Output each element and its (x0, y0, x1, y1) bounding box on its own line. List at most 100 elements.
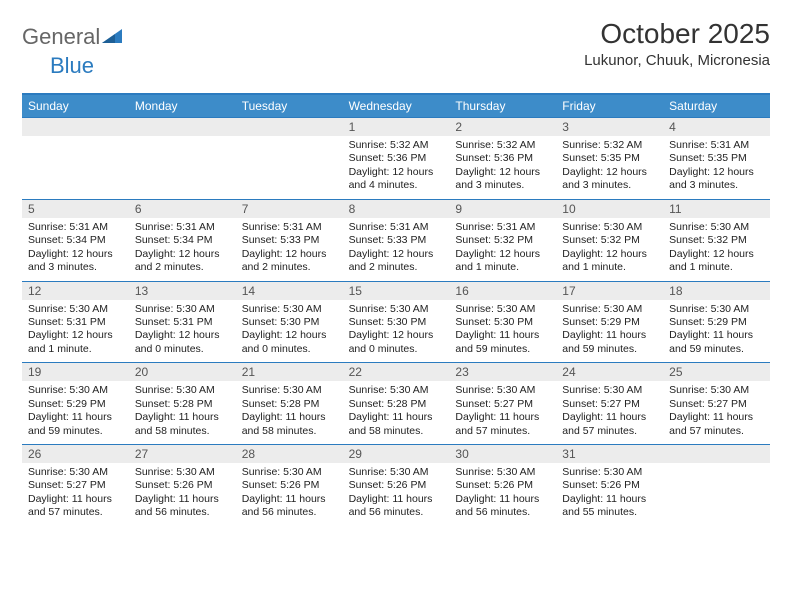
day-data: Sunrise: 5:31 AMSunset: 5:32 PMDaylight:… (449, 218, 556, 281)
sunrise: Sunrise: 5:32 AM (349, 139, 444, 152)
dow-fri: Friday (556, 95, 663, 117)
day-number: 23 (449, 363, 556, 381)
sunrise: Sunrise: 5:30 AM (28, 303, 123, 316)
sunset: Sunset: 5:26 PM (242, 479, 337, 492)
day-number: 24 (556, 363, 663, 381)
sunset: Sunset: 5:33 PM (242, 234, 337, 247)
day-cell: 12Sunrise: 5:30 AMSunset: 5:31 PMDayligh… (22, 282, 129, 363)
day-cell: 20Sunrise: 5:30 AMSunset: 5:28 PMDayligh… (129, 363, 236, 444)
sunset: Sunset: 5:28 PM (135, 398, 230, 411)
daylight: Daylight: 12 hours and 1 minute. (28, 329, 123, 356)
sunset: Sunset: 5:31 PM (135, 316, 230, 329)
day-cell (22, 118, 129, 199)
day-cell: 11Sunrise: 5:30 AMSunset: 5:32 PMDayligh… (663, 200, 770, 281)
day-data: Sunrise: 5:32 AMSunset: 5:35 PMDaylight:… (556, 136, 663, 199)
day-data: Sunrise: 5:30 AMSunset: 5:29 PMDaylight:… (22, 381, 129, 444)
day-number: 25 (663, 363, 770, 381)
day-data: Sunrise: 5:30 AMSunset: 5:26 PMDaylight:… (343, 463, 450, 526)
logo-text-2: Blue (22, 53, 94, 79)
sunset: Sunset: 5:30 PM (455, 316, 550, 329)
sunrise: Sunrise: 5:30 AM (242, 384, 337, 397)
day-number: 13 (129, 282, 236, 300)
sunset: Sunset: 5:26 PM (562, 479, 657, 492)
day-data (22, 136, 129, 194)
day-number: 1 (343, 118, 450, 136)
day-cell (129, 118, 236, 199)
day-number: 7 (236, 200, 343, 218)
sunrise: Sunrise: 5:30 AM (349, 466, 444, 479)
day-data: Sunrise: 5:30 AMSunset: 5:28 PMDaylight:… (129, 381, 236, 444)
daylight: Daylight: 11 hours and 58 minutes. (135, 411, 230, 438)
sunrise: Sunrise: 5:30 AM (562, 384, 657, 397)
sunrise: Sunrise: 5:30 AM (562, 303, 657, 316)
day-cell: 21Sunrise: 5:30 AMSunset: 5:28 PMDayligh… (236, 363, 343, 444)
sunrise: Sunrise: 5:32 AM (455, 139, 550, 152)
day-number: 3 (556, 118, 663, 136)
sunrise: Sunrise: 5:30 AM (669, 221, 764, 234)
logo: General (22, 18, 126, 50)
sunset: Sunset: 5:27 PM (28, 479, 123, 492)
day-number: 16 (449, 282, 556, 300)
daylight: Daylight: 11 hours and 59 minutes. (28, 411, 123, 438)
day-cell: 8Sunrise: 5:31 AMSunset: 5:33 PMDaylight… (343, 200, 450, 281)
day-cell: 1Sunrise: 5:32 AMSunset: 5:36 PMDaylight… (343, 118, 450, 199)
day-data: Sunrise: 5:30 AMSunset: 5:31 PMDaylight:… (129, 300, 236, 363)
sunrise: Sunrise: 5:30 AM (562, 466, 657, 479)
dow-mon: Monday (129, 95, 236, 117)
daylight: Daylight: 12 hours and 1 minute. (562, 248, 657, 275)
sunset: Sunset: 5:29 PM (28, 398, 123, 411)
day-of-week-row: Sunday Monday Tuesday Wednesday Thursday… (22, 95, 770, 117)
sunset: Sunset: 5:35 PM (562, 152, 657, 165)
day-data: Sunrise: 5:30 AMSunset: 5:29 PMDaylight:… (556, 300, 663, 363)
sunset: Sunset: 5:29 PM (669, 316, 764, 329)
day-data: Sunrise: 5:30 AMSunset: 5:29 PMDaylight:… (663, 300, 770, 363)
day-number: 8 (343, 200, 450, 218)
day-data: Sunrise: 5:30 AMSunset: 5:26 PMDaylight:… (449, 463, 556, 526)
day-cell: 23Sunrise: 5:30 AMSunset: 5:27 PMDayligh… (449, 363, 556, 444)
day-number: 17 (556, 282, 663, 300)
day-data: Sunrise: 5:30 AMSunset: 5:27 PMDaylight:… (663, 381, 770, 444)
day-cell: 31Sunrise: 5:30 AMSunset: 5:26 PMDayligh… (556, 445, 663, 526)
day-number: 12 (22, 282, 129, 300)
daylight: Daylight: 12 hours and 0 minutes. (242, 329, 337, 356)
week-row: 26Sunrise: 5:30 AMSunset: 5:27 PMDayligh… (22, 444, 770, 526)
day-data (663, 463, 770, 521)
sunrise: Sunrise: 5:30 AM (562, 221, 657, 234)
daylight: Daylight: 11 hours and 56 minutes. (135, 493, 230, 520)
sunrise: Sunrise: 5:31 AM (349, 221, 444, 234)
day-cell: 13Sunrise: 5:30 AMSunset: 5:31 PMDayligh… (129, 282, 236, 363)
sunset: Sunset: 5:34 PM (28, 234, 123, 247)
daylight: Daylight: 12 hours and 3 minutes. (28, 248, 123, 275)
sunrise: Sunrise: 5:30 AM (669, 303, 764, 316)
daylight: Daylight: 12 hours and 3 minutes. (562, 166, 657, 193)
day-data: Sunrise: 5:30 AMSunset: 5:30 PMDaylight:… (236, 300, 343, 363)
day-number: 29 (343, 445, 450, 463)
sunset: Sunset: 5:27 PM (562, 398, 657, 411)
dow-tue: Tuesday (236, 95, 343, 117)
day-data: Sunrise: 5:31 AMSunset: 5:34 PMDaylight:… (22, 218, 129, 281)
daylight: Daylight: 12 hours and 2 minutes. (349, 248, 444, 275)
day-number: 27 (129, 445, 236, 463)
day-data: Sunrise: 5:30 AMSunset: 5:28 PMDaylight:… (236, 381, 343, 444)
day-cell: 4Sunrise: 5:31 AMSunset: 5:35 PMDaylight… (663, 118, 770, 199)
day-number: 19 (22, 363, 129, 381)
sunset: Sunset: 5:32 PM (562, 234, 657, 247)
day-number: 26 (22, 445, 129, 463)
logo-text-1: General (22, 24, 100, 50)
day-cell: 18Sunrise: 5:30 AMSunset: 5:29 PMDayligh… (663, 282, 770, 363)
sunrise: Sunrise: 5:30 AM (242, 466, 337, 479)
day-data (236, 136, 343, 194)
dow-wed: Wednesday (343, 95, 450, 117)
sunrise: Sunrise: 5:30 AM (455, 384, 550, 397)
day-data: Sunrise: 5:30 AMSunset: 5:32 PMDaylight:… (556, 218, 663, 281)
day-data: Sunrise: 5:32 AMSunset: 5:36 PMDaylight:… (449, 136, 556, 199)
daylight: Daylight: 12 hours and 1 minute. (455, 248, 550, 275)
daylight: Daylight: 12 hours and 3 minutes. (455, 166, 550, 193)
day-cell: 22Sunrise: 5:30 AMSunset: 5:28 PMDayligh… (343, 363, 450, 444)
day-cell: 24Sunrise: 5:30 AMSunset: 5:27 PMDayligh… (556, 363, 663, 444)
day-cell: 26Sunrise: 5:30 AMSunset: 5:27 PMDayligh… (22, 445, 129, 526)
daylight: Daylight: 12 hours and 4 minutes. (349, 166, 444, 193)
day-cell: 7Sunrise: 5:31 AMSunset: 5:33 PMDaylight… (236, 200, 343, 281)
day-data: Sunrise: 5:30 AMSunset: 5:26 PMDaylight:… (236, 463, 343, 526)
day-data: Sunrise: 5:30 AMSunset: 5:27 PMDaylight:… (22, 463, 129, 526)
